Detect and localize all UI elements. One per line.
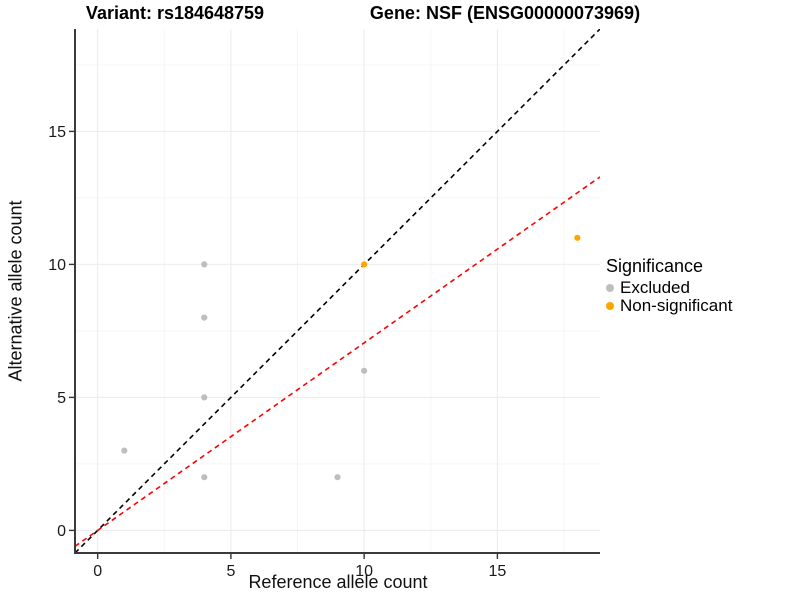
legend-item-label: Excluded xyxy=(620,278,690,297)
y-tick-label: 15 xyxy=(48,124,66,141)
y-tick-label: 10 xyxy=(48,257,66,274)
gridlines xyxy=(75,29,600,553)
legend-item-label: Non-significant xyxy=(620,296,733,315)
point-excluded xyxy=(201,314,208,321)
point-excluded xyxy=(361,367,368,374)
point-non-significant xyxy=(361,261,368,268)
axes: 0 5 10 15 0 5 10 15 xyxy=(48,29,600,580)
point-excluded xyxy=(121,447,128,454)
legend-items: Excluded Non-significant xyxy=(606,279,732,315)
legend: Significance Excluded Non-significant xyxy=(606,256,732,315)
plot-title-gene: Gene: NSF (ENSG00000073969) xyxy=(369,3,641,23)
legend-swatch-icon xyxy=(606,284,614,292)
reference-line-identity xyxy=(75,29,600,553)
x-tick-label: 5 xyxy=(226,563,235,580)
point-non-significant xyxy=(574,234,581,241)
x-tick-label: 0 xyxy=(93,563,102,580)
y-tick-label: 5 xyxy=(57,390,66,407)
reference-lines xyxy=(75,29,600,553)
point-excluded xyxy=(201,474,208,481)
x-axis-title: Reference allele count xyxy=(248,572,428,592)
legend-title: Significance xyxy=(606,256,704,276)
x-tick-label: 10 xyxy=(355,563,373,580)
x-tick-label: 15 xyxy=(489,563,507,580)
y-tick-label: 0 xyxy=(57,523,66,540)
legend-swatch-icon xyxy=(606,302,614,310)
point-excluded xyxy=(201,261,208,268)
plot-title-variant: Variant: rs184648759 xyxy=(85,3,265,23)
data-points xyxy=(121,234,581,481)
y-axis-title: Alternative allele count xyxy=(5,200,26,382)
legend-item-non-significant: Non-significant xyxy=(606,297,732,315)
point-excluded xyxy=(334,474,341,481)
legend-item-excluded: Excluded xyxy=(606,279,732,297)
point-excluded xyxy=(201,394,208,401)
reference-line-expected-ratio xyxy=(75,176,600,547)
